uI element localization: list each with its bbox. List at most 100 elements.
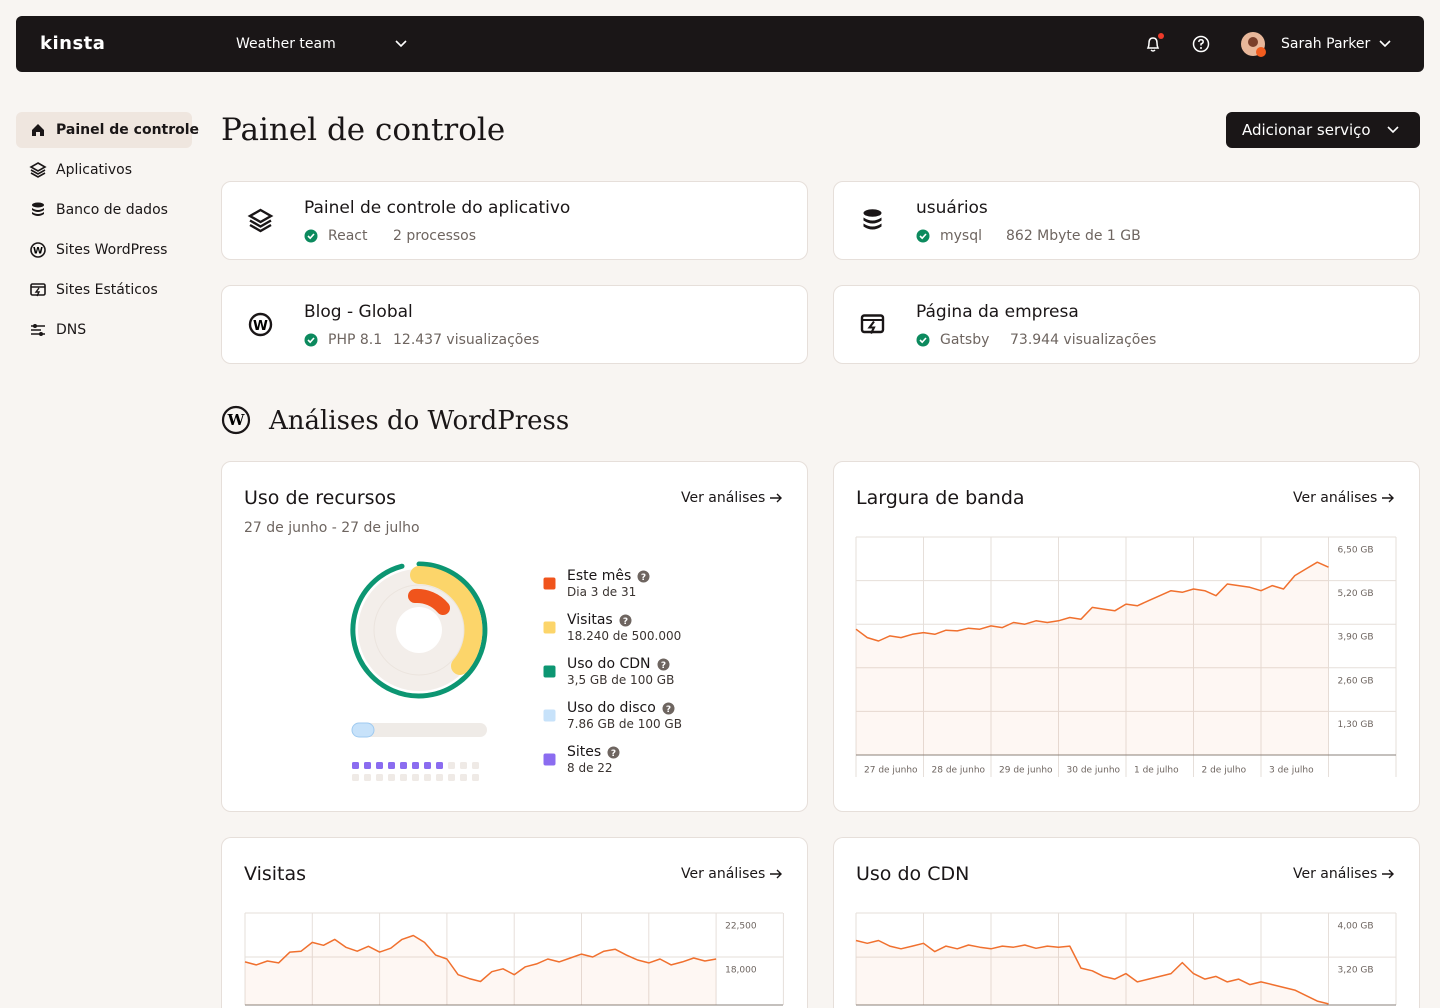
arrow: [770, 869, 782, 879]
legend-label: Uso do disco: [567, 700, 656, 716]
disk-bar: [351, 722, 375, 738]
svg-text:?: ?: [611, 749, 616, 759]
svg-text:?: ?: [623, 617, 628, 627]
view-analytics-link[interactable]: Ver análises: [1293, 490, 1378, 506]
logo[interactable]: kinsta: [40, 33, 106, 54]
service-tech: React: [328, 228, 368, 244]
nav-icon[interactable]: [29, 321, 47, 339]
page-title: Painel de controle: [221, 112, 506, 148]
site-dot: [472, 774, 479, 781]
info-icon: ?: [662, 702, 675, 715]
legend-detail: 8 de 22: [567, 761, 613, 775]
svg-text:W: W: [227, 411, 246, 429]
visits-card: [221, 837, 808, 1008]
nav-icon[interactable]: [29, 161, 47, 179]
status-check: [916, 229, 930, 243]
service-tech: Gatsby: [940, 332, 990, 348]
status-check: [304, 229, 318, 243]
view-analytics-link[interactable]: Ver análises: [681, 866, 766, 882]
nav-icon[interactable]: [29, 201, 47, 219]
arrow: [1382, 493, 1394, 503]
nav-item[interactable]: Painel de controle: [56, 122, 200, 138]
section-title: Análises do WordPress: [269, 406, 570, 436]
nav-icon[interactable]: W: [29, 241, 47, 259]
visits-arc: [410, 566, 483, 675]
service-card[interactable]: [221, 285, 808, 364]
site-dot: [388, 762, 395, 769]
status-check: [304, 333, 318, 347]
site-dot: [364, 762, 371, 769]
ring-guide: [373, 584, 465, 676]
legend-swatch: [543, 577, 556, 590]
status-check: [916, 333, 930, 347]
service-icon: [247, 208, 274, 233]
view-analytics-link[interactable]: Ver análises: [681, 490, 766, 506]
site-dot: [400, 774, 407, 781]
info-icon: ?: [657, 658, 670, 671]
nav-icon[interactable]: [29, 121, 47, 139]
legend-swatch: [543, 665, 556, 678]
team-selector[interactable]: Weather team: [236, 36, 336, 52]
bell-icon[interactable]: [1143, 33, 1165, 55]
active-nav-bg: [16, 112, 192, 148]
month-arc: [408, 588, 450, 615]
user-name[interactable]: Sarah Parker: [1281, 36, 1371, 52]
legend-detail: 3,5 GB de 100 GB: [567, 673, 675, 687]
service-name[interactable]: Painel de controle do aplicativo: [304, 198, 571, 218]
site-dot: [388, 774, 395, 781]
legend-swatch: [543, 621, 556, 634]
site-dot: [352, 774, 359, 781]
wordpress-icon: W: [221, 405, 251, 435]
legend-label: Sites: [567, 744, 602, 760]
service-name[interactable]: Página da empresa: [916, 302, 1079, 322]
nav-item[interactable]: Sites WordPress: [56, 242, 168, 258]
service-icon: [863, 209, 882, 230]
service-name[interactable]: Blog - Global: [304, 302, 413, 322]
cdn-arc: [350, 561, 488, 699]
site-dot: [412, 774, 419, 781]
service-detail: 2 processos: [393, 228, 477, 244]
legend-detail: 7.86 GB de 100 GB: [567, 717, 682, 731]
legend-detail: 18.240 de 500.000: [567, 629, 682, 643]
svg-text:W: W: [33, 247, 43, 257]
button-label[interactable]: Adicionar serviço: [1242, 121, 1371, 139]
disk-bar-bg: [352, 723, 487, 737]
service-name[interactable]: usuários: [916, 198, 988, 218]
avatar[interactable]: [1240, 31, 1270, 59]
chevron: [1387, 126, 1399, 134]
bandwidth-card: [833, 461, 1420, 812]
nav-item[interactable]: Sites Estáticos: [56, 282, 158, 298]
legend-label: Este mês: [567, 568, 632, 584]
svg-text:?: ?: [661, 661, 666, 671]
card-title: Uso do CDN: [856, 863, 970, 885]
service-icon: [860, 314, 885, 334]
nav-icon[interactable]: [29, 281, 47, 299]
chevron: [1379, 40, 1391, 48]
service-icon: W: [248, 312, 273, 337]
legend-swatch: [543, 753, 556, 766]
info-icon: ?: [607, 746, 620, 759]
svg-text:?: ?: [641, 573, 646, 583]
site-dot: [448, 774, 455, 781]
view-analytics-link[interactable]: Ver análises: [1293, 866, 1378, 882]
service-card[interactable]: [833, 181, 1420, 260]
service-card[interactable]: [833, 285, 1420, 364]
date-range: 27 de junho - 27 de julho: [244, 520, 420, 536]
nav-item[interactable]: DNS: [56, 322, 87, 338]
card-title: Visitas: [244, 863, 307, 885]
help-icon[interactable]: [1191, 34, 1211, 54]
add-service-button[interactable]: [1226, 112, 1420, 148]
arrow: [1382, 869, 1394, 879]
svg-text:?: ?: [666, 705, 671, 715]
site-dot: [424, 762, 431, 769]
info-icon: ?: [637, 570, 650, 583]
service-card[interactable]: [221, 181, 808, 260]
arrow: [770, 493, 782, 503]
chevron: [395, 40, 407, 48]
legend-detail: Dia 3 de 31: [567, 585, 637, 599]
site-dot: [436, 762, 443, 769]
service-tech: mysql: [940, 228, 982, 244]
nav-item[interactable]: Aplicativos: [56, 162, 133, 178]
nav-item[interactable]: Banco de dados: [56, 202, 168, 218]
